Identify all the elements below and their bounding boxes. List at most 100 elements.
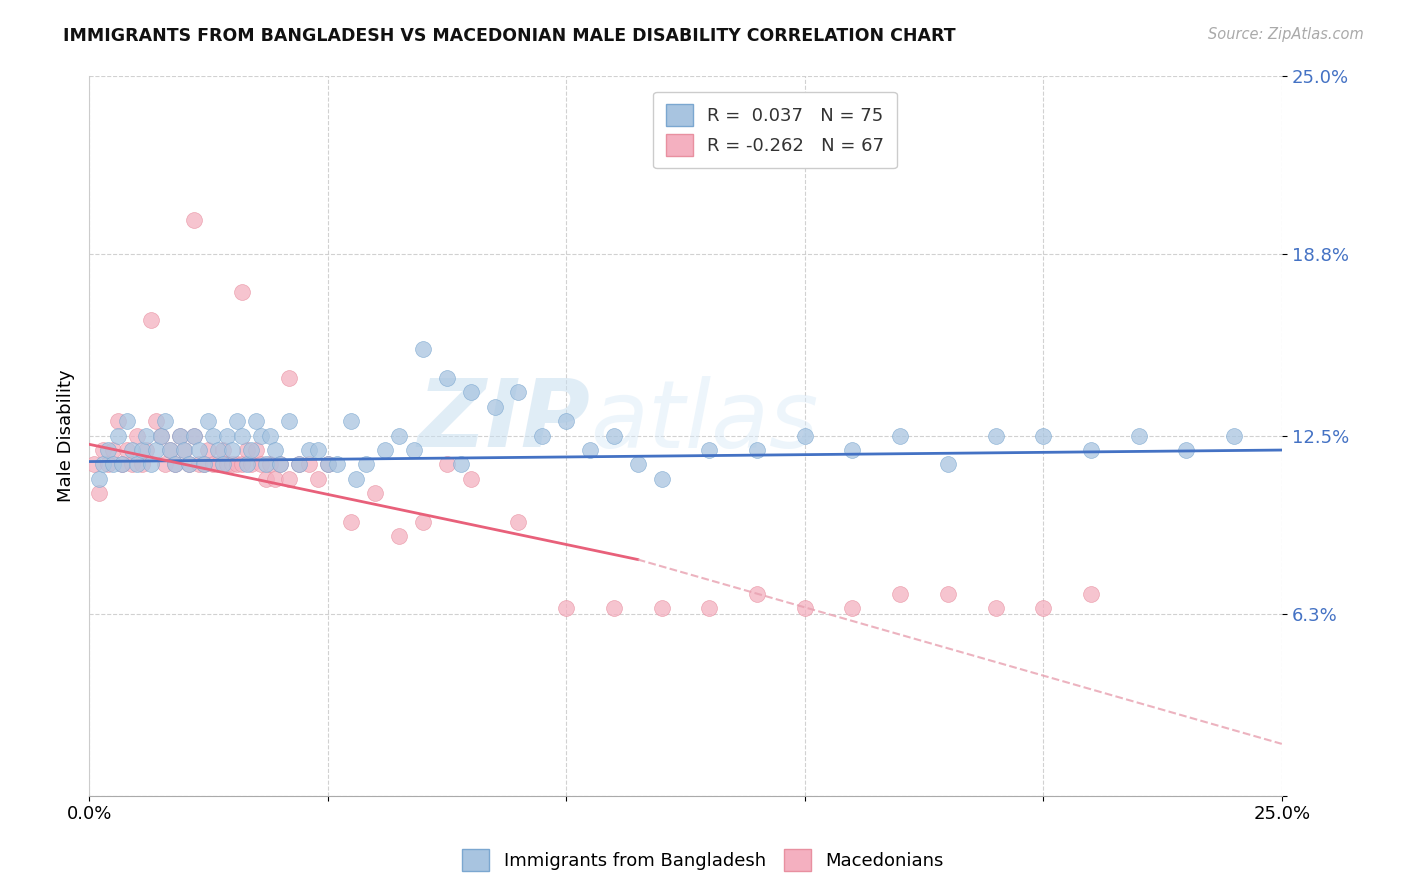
- Point: [278, 472, 301, 486]
- Point: [145, 443, 167, 458]
- Point: [508, 515, 530, 529]
- Point: [207, 458, 229, 472]
- Point: [93, 443, 115, 458]
- Point: [555, 601, 578, 615]
- Point: [436, 458, 458, 472]
- Point: [240, 458, 263, 472]
- Point: [231, 428, 253, 442]
- Point: [1223, 428, 1246, 442]
- Point: [793, 428, 815, 442]
- Y-axis label: Male Disability: Male Disability: [58, 369, 75, 502]
- Point: [217, 458, 239, 472]
- Point: [269, 458, 291, 472]
- Point: [250, 428, 273, 442]
- Point: [139, 458, 162, 472]
- Point: [155, 458, 177, 472]
- Point: [163, 458, 186, 472]
- Point: [340, 414, 363, 428]
- Text: atlas: atlas: [591, 376, 818, 467]
- Point: [231, 458, 253, 472]
- Point: [173, 443, 195, 458]
- Point: [603, 601, 626, 615]
- Point: [936, 458, 959, 472]
- Point: [197, 443, 219, 458]
- Point: [603, 428, 626, 442]
- Point: [354, 458, 377, 472]
- Point: [374, 443, 396, 458]
- Point: [1128, 428, 1150, 442]
- Point: [259, 428, 281, 442]
- Point: [139, 313, 162, 327]
- Point: [125, 428, 148, 442]
- Point: [364, 486, 387, 500]
- Point: [484, 400, 506, 414]
- Point: [460, 385, 482, 400]
- Point: [111, 458, 134, 472]
- Point: [450, 458, 472, 472]
- Point: [179, 458, 201, 472]
- Point: [316, 458, 339, 472]
- Point: [197, 414, 219, 428]
- Point: [288, 458, 311, 472]
- Point: [388, 529, 411, 543]
- Point: [531, 428, 554, 442]
- Point: [1080, 587, 1102, 601]
- Point: [101, 443, 124, 458]
- Point: [1032, 428, 1054, 442]
- Point: [250, 458, 273, 472]
- Point: [889, 428, 911, 442]
- Point: [841, 443, 863, 458]
- Point: [240, 443, 263, 458]
- Point: [269, 458, 291, 472]
- Point: [1175, 443, 1198, 458]
- Point: [135, 428, 157, 442]
- Point: [936, 587, 959, 601]
- Point: [278, 414, 301, 428]
- Point: [87, 472, 110, 486]
- Point: [193, 458, 215, 472]
- Point: [235, 458, 257, 472]
- Point: [697, 443, 720, 458]
- Point: [97, 443, 120, 458]
- Point: [259, 458, 281, 472]
- Point: [187, 458, 209, 472]
- Point: [179, 458, 201, 472]
- Point: [121, 443, 143, 458]
- Point: [745, 587, 768, 601]
- Point: [159, 443, 181, 458]
- Point: [1032, 601, 1054, 615]
- Point: [159, 443, 181, 458]
- Point: [211, 443, 233, 458]
- Point: [83, 458, 105, 472]
- Point: [226, 458, 249, 472]
- Point: [226, 414, 249, 428]
- Point: [245, 443, 267, 458]
- Point: [149, 428, 172, 442]
- Point: [436, 371, 458, 385]
- Point: [297, 458, 319, 472]
- Point: [460, 472, 482, 486]
- Point: [217, 428, 239, 442]
- Point: [183, 212, 205, 227]
- Point: [169, 428, 191, 442]
- Point: [793, 601, 815, 615]
- Point: [183, 428, 205, 442]
- Point: [202, 458, 225, 472]
- Point: [841, 601, 863, 615]
- Point: [155, 414, 177, 428]
- Point: [555, 414, 578, 428]
- Point: [125, 458, 148, 472]
- Point: [264, 472, 287, 486]
- Point: [149, 428, 172, 442]
- Point: [131, 458, 153, 472]
- Point: [173, 443, 195, 458]
- Text: IMMIGRANTS FROM BANGLADESH VS MACEDONIAN MALE DISABILITY CORRELATION CHART: IMMIGRANTS FROM BANGLADESH VS MACEDONIAN…: [63, 27, 956, 45]
- Point: [187, 443, 209, 458]
- Point: [111, 458, 134, 472]
- Point: [115, 414, 138, 428]
- Point: [193, 458, 215, 472]
- Point: [254, 472, 277, 486]
- Text: Source: ZipAtlas.com: Source: ZipAtlas.com: [1208, 27, 1364, 42]
- Point: [207, 443, 229, 458]
- Point: [245, 414, 267, 428]
